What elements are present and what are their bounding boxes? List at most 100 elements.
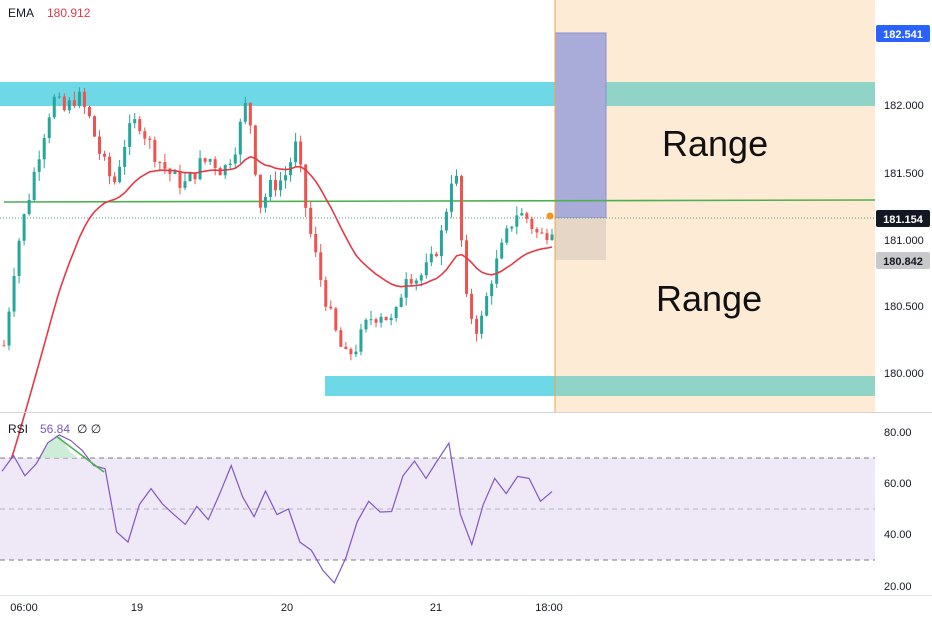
time-tick-20: 20 — [281, 602, 293, 614]
candle-body — [460, 175, 464, 241]
candle-body — [374, 319, 378, 323]
candle-body — [27, 199, 31, 215]
time-tick-0600: 06:00 — [10, 602, 38, 614]
candle-body — [309, 207, 313, 234]
rsi-legend-value: 56.84 — [40, 422, 70, 436]
time-axis[interactable]: 06:00 19 20 21 18:00 — [10, 602, 563, 614]
candle-body — [163, 162, 167, 169]
candle-body — [123, 146, 127, 167]
candle-body — [444, 211, 448, 231]
candles-group — [2, 87, 554, 361]
candle-body — [243, 102, 247, 122]
candle-body — [148, 138, 152, 140]
candle-body — [485, 296, 489, 316]
candle-body — [314, 233, 318, 253]
candle-body — [475, 318, 479, 334]
candle-body — [545, 233, 549, 241]
time-tick-1800: 18:00 — [535, 602, 563, 614]
candle-body — [284, 175, 288, 181]
rsi-tick-60: 60.00 — [884, 478, 912, 490]
candle-body — [510, 226, 514, 229]
price-label-stop: 180.842 — [883, 256, 923, 268]
candle-body — [394, 307, 398, 318]
candle-body — [188, 173, 192, 182]
price-tick-180500: 180.500 — [884, 301, 924, 313]
candle-body — [530, 218, 534, 230]
candle-body — [389, 317, 393, 321]
candle-body — [500, 242, 504, 259]
candle-body — [470, 293, 474, 319]
support-zone-overlap — [555, 376, 875, 396]
candle-body — [32, 171, 36, 200]
candle-body — [72, 100, 76, 106]
candle-body — [354, 351, 358, 355]
last-price-dot — [546, 212, 554, 220]
candle-body — [434, 253, 438, 257]
price-tick-181000: 181.000 — [884, 235, 924, 247]
rsi-legend-extra: ∅ ∅ — [77, 422, 101, 436]
candle-body — [409, 279, 413, 284]
candle-body — [158, 161, 162, 163]
candle-body — [279, 180, 283, 191]
candle-body — [465, 240, 469, 294]
candle-body — [424, 262, 428, 276]
candle-body — [208, 159, 212, 162]
candle-body — [7, 311, 11, 346]
candle-body — [329, 306, 333, 309]
candle-body — [520, 213, 524, 216]
candle-body — [349, 349, 353, 355]
candle-body — [399, 297, 403, 308]
rsi-legend-label: RSI — [8, 422, 28, 436]
position-profit-box[interactable] — [554, 32, 607, 219]
candle-body — [47, 117, 51, 138]
candle-body — [87, 106, 91, 117]
candle-body — [525, 213, 529, 219]
candle-body — [319, 252, 323, 281]
rsi-axis[interactable]: 80.00 60.00 40.00 20.00 — [884, 427, 912, 593]
candle-body — [153, 139, 157, 162]
candle-body — [57, 96, 61, 98]
candle-body — [505, 228, 509, 243]
candle-body — [299, 141, 303, 165]
candle-body — [17, 240, 21, 277]
candle-body — [173, 171, 177, 174]
candle-body — [495, 258, 499, 284]
candle-body — [193, 173, 197, 180]
candle-body — [168, 168, 172, 174]
candle-body — [404, 279, 408, 298]
candle-body — [183, 181, 187, 188]
rsi-tick-80: 80.00 — [884, 427, 912, 439]
price-label-top-bg — [876, 25, 930, 42]
future-zone — [555, 0, 875, 412]
candle-body — [334, 308, 338, 331]
candle-body — [118, 166, 122, 183]
candle-body — [108, 156, 112, 177]
price-label-stop-bg — [876, 252, 930, 269]
candle-body — [218, 167, 222, 176]
candle-body — [449, 183, 453, 212]
candle-body — [22, 214, 26, 241]
candle-body — [203, 158, 207, 162]
candle-body — [82, 91, 86, 107]
price-axis[interactable]: 182.541 182.000 181.500 181.154 181.000 … — [876, 25, 930, 380]
candle-body — [414, 280, 418, 284]
candle-body — [379, 316, 383, 323]
rsi-trendline[interactable] — [55, 435, 105, 473]
candle-body — [273, 179, 277, 191]
rsi-tick-20: 20.00 — [884, 581, 912, 593]
green-level-line[interactable] — [3, 199, 876, 203]
price-label-top: 182.541 — [883, 29, 923, 41]
candle-body — [550, 234, 554, 241]
ema-line — [3, 156, 553, 480]
candle-body — [128, 123, 132, 147]
rsi-band — [0, 458, 875, 560]
price-tick-182000: 182.000 — [884, 100, 924, 112]
position-loss-box[interactable] — [555, 218, 606, 260]
candle-body — [62, 96, 66, 111]
range-label-upper: Range — [662, 123, 768, 164]
candle-body — [77, 91, 81, 106]
candle-body — [369, 319, 373, 321]
candle-body — [359, 329, 363, 352]
price-label-last: 181.154 — [883, 214, 924, 226]
